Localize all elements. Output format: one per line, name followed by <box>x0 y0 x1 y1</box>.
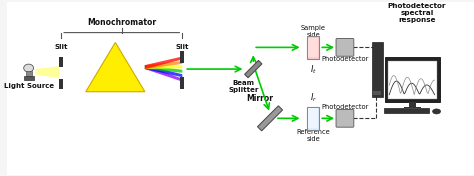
Text: Slit: Slit <box>175 44 189 50</box>
Bar <box>308 106 319 130</box>
Text: Photodetector: Photodetector <box>321 56 369 62</box>
Text: Photodetector
spectral
response: Photodetector spectral response <box>388 3 446 23</box>
Ellipse shape <box>24 64 34 72</box>
Text: Reference
side: Reference side <box>297 129 330 142</box>
Text: Photodetector: Photodetector <box>321 103 369 109</box>
Bar <box>388 61 437 99</box>
Bar <box>59 57 63 67</box>
Bar <box>404 106 421 108</box>
Bar <box>384 108 428 113</box>
Bar <box>59 79 63 89</box>
Bar <box>372 42 383 97</box>
Bar <box>374 91 382 95</box>
Bar <box>308 36 319 59</box>
Bar <box>385 57 439 102</box>
Bar <box>409 102 416 106</box>
Text: Slit: Slit <box>55 44 68 50</box>
Text: $I_r$: $I_r$ <box>310 91 317 103</box>
Bar <box>26 71 32 76</box>
Polygon shape <box>145 65 182 77</box>
Polygon shape <box>36 66 59 78</box>
Text: Light Source: Light Source <box>3 83 54 89</box>
Ellipse shape <box>433 109 440 114</box>
FancyBboxPatch shape <box>336 109 354 127</box>
Polygon shape <box>145 61 182 69</box>
Bar <box>181 77 184 89</box>
Polygon shape <box>145 65 182 82</box>
Bar <box>181 51 184 63</box>
Bar <box>309 108 319 128</box>
Text: Mirror: Mirror <box>246 94 273 103</box>
Polygon shape <box>145 65 182 69</box>
Polygon shape <box>145 56 182 69</box>
Polygon shape <box>145 65 182 73</box>
Polygon shape <box>257 106 283 131</box>
Bar <box>24 76 34 80</box>
Text: Beam
Splitter: Beam Splitter <box>228 80 259 93</box>
Text: Monochromator: Monochromator <box>87 18 156 27</box>
Bar <box>309 37 319 57</box>
FancyBboxPatch shape <box>336 39 354 56</box>
Polygon shape <box>245 60 262 78</box>
Polygon shape <box>86 42 145 92</box>
Text: $I_t$: $I_t$ <box>310 63 317 76</box>
Text: Sample
side: Sample side <box>301 25 326 38</box>
